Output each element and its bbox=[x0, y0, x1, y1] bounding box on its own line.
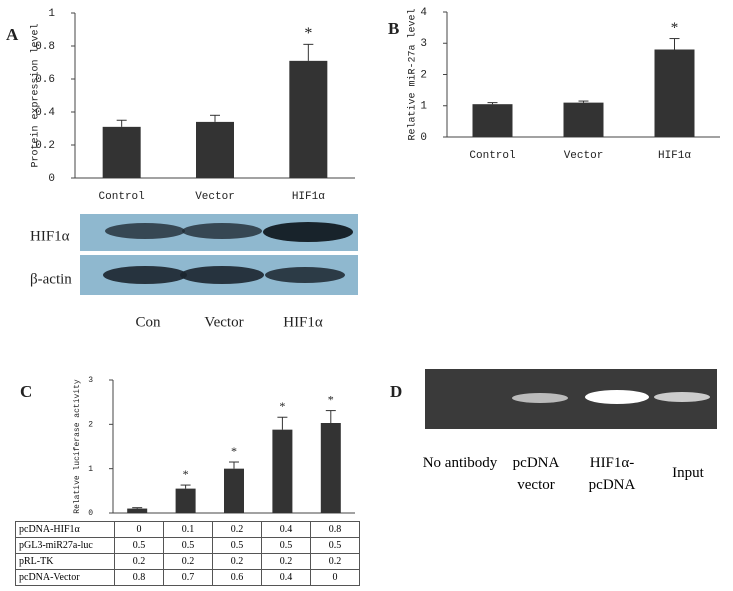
bar bbox=[102, 126, 141, 178]
table-cell: pcDNA-HIF1α bbox=[15, 521, 115, 538]
blot-lane-label: Vector bbox=[204, 314, 243, 330]
blot-lane-label: HIF1α bbox=[283, 314, 323, 330]
x-tick-label: Control bbox=[469, 150, 515, 162]
table-cell: 0.4 bbox=[261, 569, 311, 586]
bar bbox=[320, 423, 341, 513]
blot-band bbox=[103, 266, 187, 284]
table-cell: 0.5 bbox=[261, 537, 311, 554]
table-cell: 0.7 bbox=[163, 569, 213, 586]
blot-lane-label: Con bbox=[135, 314, 161, 330]
table-cell: 0.2 bbox=[261, 553, 311, 570]
bar bbox=[127, 508, 148, 513]
bar bbox=[472, 104, 513, 137]
table-cell: 0.2 bbox=[212, 553, 262, 570]
y-tick-label: 0.6 bbox=[35, 74, 55, 86]
table-cell: pGL3-miR27a-luc bbox=[15, 537, 115, 554]
table-cell: 0.2 bbox=[114, 553, 164, 570]
panel-label: A bbox=[6, 25, 19, 44]
gel-lane-label: No antibody bbox=[422, 455, 498, 471]
table-cell: 0.1 bbox=[163, 521, 213, 538]
blot-band bbox=[263, 222, 353, 242]
x-tick-label: Vector bbox=[564, 150, 604, 162]
table-cell: 0.6 bbox=[212, 569, 262, 586]
gel-band bbox=[512, 393, 568, 403]
table-cell: 0.5 bbox=[163, 537, 213, 554]
table-row: pRL-TK 0.2 0.2 0.2 0.2 0.2 bbox=[15, 553, 360, 570]
y-tick-label: 1 bbox=[420, 101, 427, 113]
table-cell: 0.5 bbox=[212, 537, 262, 554]
y-tick-label: 3 bbox=[88, 376, 93, 385]
panel-label: B bbox=[388, 19, 399, 38]
gel-lane-label: HIF1α-pcDNA bbox=[588, 455, 636, 493]
bar bbox=[654, 49, 695, 137]
y-tick-label: 2 bbox=[420, 69, 427, 81]
table-cell: 0.8 bbox=[114, 569, 164, 586]
table-row: pcDNA-HIF1α 0 0.1 0.2 0.4 0.8 bbox=[15, 521, 360, 538]
gel-band bbox=[585, 390, 649, 404]
table-cell: 0 bbox=[310, 569, 360, 586]
table-cell: pRL-TK bbox=[15, 553, 115, 570]
bar bbox=[563, 102, 604, 137]
blot-row-label: β-actin bbox=[30, 271, 72, 287]
y-tick-label: 0.8 bbox=[35, 41, 55, 53]
table-cell: 0.5 bbox=[114, 537, 164, 554]
blot-row-label: HIF1α bbox=[30, 228, 70, 244]
blot-band bbox=[182, 223, 262, 239]
significance-mark: * bbox=[279, 399, 285, 413]
bar bbox=[289, 60, 328, 178]
significance-mark: * bbox=[231, 444, 237, 458]
blot-band bbox=[265, 267, 345, 283]
condition-table: pcDNA-HIF1α 0 0.1 0.2 0.4 0.8 pGL3-miR27a-luc 0… bbox=[15, 521, 360, 586]
table-cell: 0.8 bbox=[310, 521, 360, 538]
table-cell: 0.2 bbox=[310, 553, 360, 570]
table-cell: 0.2 bbox=[163, 553, 213, 570]
y-axis-label: Relative miR-27a level bbox=[407, 8, 419, 140]
blot-band bbox=[180, 266, 264, 284]
table-row: pcDNA-Vector 0.8 0.7 0.6 0.4 0 bbox=[15, 569, 360, 586]
y-tick-label: 4 bbox=[420, 7, 427, 19]
y-axis-label: Relative luciferase activity bbox=[73, 379, 82, 514]
y-tick-label: 0 bbox=[88, 509, 93, 518]
y-tick-label: 1 bbox=[48, 8, 55, 20]
blot-band bbox=[105, 223, 185, 239]
table-cell: 0.2 bbox=[212, 521, 262, 538]
x-tick-label: Control bbox=[99, 191, 145, 203]
y-tick-label: 1 bbox=[88, 465, 93, 474]
x-tick-label: HIF1α bbox=[292, 191, 325, 203]
y-tick-label: 0.4 bbox=[35, 107, 55, 119]
bar bbox=[196, 121, 234, 178]
significance-mark: * bbox=[183, 467, 189, 481]
y-axis-label: Protein expression level bbox=[30, 23, 42, 167]
table-row: pGL3-miR27a-luc 0.5 0.5 0.5 0.5 0.5 bbox=[15, 537, 360, 554]
panel-label: D bbox=[390, 382, 402, 401]
table-cell: 0 bbox=[114, 521, 164, 538]
bar bbox=[224, 468, 244, 513]
significance-mark: * bbox=[671, 20, 679, 36]
x-tick-label: Vector bbox=[195, 191, 235, 203]
table-cell: 0.4 bbox=[261, 521, 311, 538]
table-cell: pcDNA-Vector bbox=[15, 569, 115, 586]
gel-band bbox=[654, 392, 710, 402]
significance-mark: * bbox=[328, 392, 334, 406]
y-tick-label: 0 bbox=[420, 132, 427, 144]
bar bbox=[175, 488, 196, 513]
y-tick-label: 2 bbox=[88, 420, 93, 429]
y-tick-label: 0 bbox=[48, 173, 55, 185]
gel-lane-label: Input bbox=[672, 465, 704, 481]
gel-lane-label: pcDNA vector bbox=[512, 455, 560, 493]
table-cell: 0.5 bbox=[310, 537, 360, 554]
panel-label: C bbox=[20, 382, 32, 401]
x-tick-label: HIF1α bbox=[658, 150, 691, 162]
y-tick-label: 3 bbox=[420, 38, 427, 50]
bar bbox=[272, 429, 293, 513]
significance-mark: * bbox=[304, 25, 312, 42]
y-tick-label: 0.2 bbox=[35, 140, 55, 152]
